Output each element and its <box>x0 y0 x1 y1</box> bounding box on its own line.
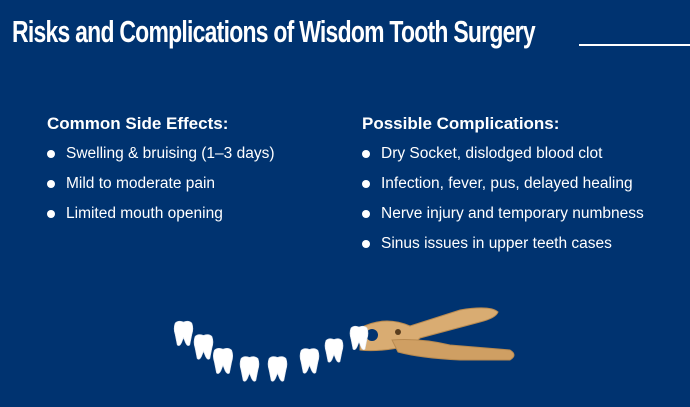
list-item: Sinus issues in upper teeth cases <box>362 234 644 254</box>
tooth-icon <box>324 338 344 363</box>
tooth-icon <box>267 356 288 382</box>
list-item: Limited mouth opening <box>47 204 275 224</box>
tooth-icon <box>212 347 234 374</box>
bullet-icon <box>362 240 370 248</box>
list-item: Dry Socket, dislodged blood clot <box>362 144 644 164</box>
side-effects-section: Common Side Effects: Swelling & bruising… <box>47 114 275 234</box>
tooth-icon <box>173 320 194 346</box>
title-underline <box>579 44 690 46</box>
tooth-icon <box>239 356 260 382</box>
side-effects-heading: Common Side Effects: <box>47 114 229 133</box>
bullet-icon <box>47 150 55 158</box>
complications-section: Possible Complications: Dry Socket, disl… <box>362 114 644 264</box>
pliers-icon <box>359 307 515 361</box>
bullet-icon <box>362 210 370 218</box>
complications-heading: Possible Complications: <box>362 114 560 133</box>
list-item: Infection, fever, pus, delayed healing <box>362 174 644 194</box>
list-item: Swelling & bruising (1–3 days) <box>47 144 275 164</box>
teeth-pliers-illustration <box>173 307 515 382</box>
bullet-icon <box>362 180 370 188</box>
tooth-icon <box>193 334 214 360</box>
list-item: Mild to moderate pain <box>47 174 275 194</box>
bullet-icon <box>47 210 55 218</box>
tooth-icon <box>349 325 369 350</box>
bullet-icon <box>47 180 55 188</box>
list-item: Nerve injury and temporary numbness <box>362 204 644 224</box>
tooth-icon <box>299 348 320 374</box>
bullet-icon <box>362 150 370 158</box>
page-title: Risks and Complications of Wisdom Tooth … <box>12 14 536 49</box>
